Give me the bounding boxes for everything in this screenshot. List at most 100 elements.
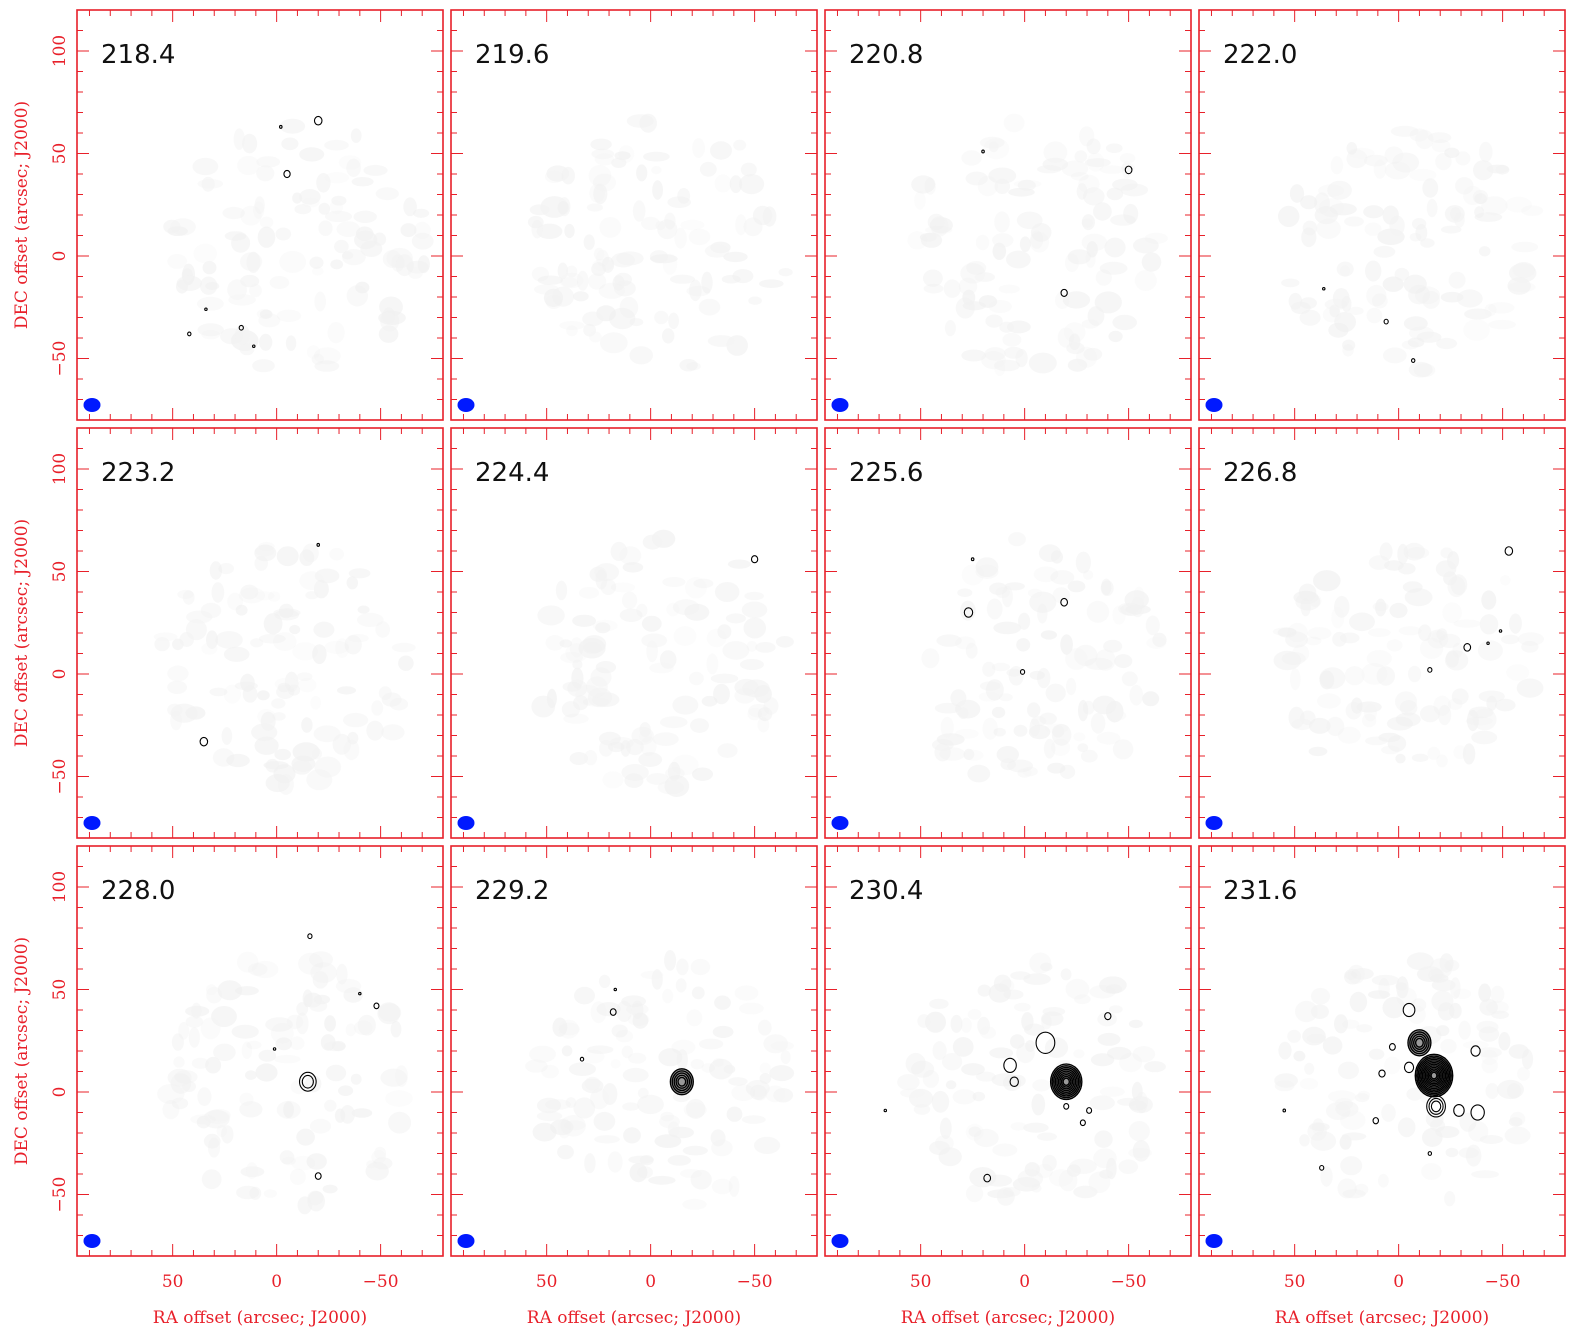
- noise-blob: [305, 591, 319, 600]
- noise-blob: [723, 1064, 736, 1074]
- noise-blob: [636, 603, 648, 618]
- noise-blob: [378, 325, 399, 343]
- noise-blob: [616, 1000, 633, 1023]
- noise-blob: [1356, 701, 1382, 713]
- noise-blob: [1384, 560, 1404, 571]
- noise-blob: [240, 1166, 265, 1177]
- noise-blob: [1086, 138, 1101, 155]
- noise-blob: [588, 165, 612, 187]
- noise-blob: [1298, 583, 1317, 602]
- noise-blob: [1436, 754, 1448, 768]
- noise-blob: [1341, 1132, 1367, 1141]
- noise-blob: [1062, 291, 1091, 309]
- noise-blob: [668, 1126, 694, 1139]
- noise-blob: [237, 155, 260, 176]
- contour-group: [187, 115, 323, 348]
- noise-blob: [1305, 636, 1322, 646]
- contour-ring: [1504, 546, 1514, 556]
- noise-blob: [1445, 650, 1459, 668]
- noise-blob: [334, 1108, 346, 1123]
- noise-blob: [1354, 1183, 1369, 1196]
- noise-blob: [648, 1175, 676, 1185]
- noise-blob: [1029, 718, 1040, 737]
- noise-blob: [682, 1198, 707, 1210]
- noise-blob: [1481, 590, 1497, 610]
- noise-blob: [292, 192, 303, 204]
- contour-ring: [314, 1172, 322, 1180]
- noise-blob: [935, 1135, 954, 1152]
- noise-blob: [322, 1184, 338, 1194]
- noise-blob: [313, 621, 335, 638]
- noise-blob: [1023, 973, 1051, 985]
- tick-group: [77, 846, 443, 1256]
- noise-blob: [780, 1050, 791, 1064]
- noise-blob: [289, 624, 301, 635]
- noise-blob: [1042, 1007, 1066, 1016]
- beam-ellipse: [457, 816, 475, 830]
- noise-blob: [1022, 766, 1038, 777]
- noise-blob: [754, 1136, 781, 1154]
- noise-blob: [366, 1160, 378, 1169]
- beam-ellipse: [457, 1234, 475, 1248]
- y-tick-label: 100: [50, 35, 70, 67]
- contour-ring: [307, 933, 313, 940]
- noise-blob: [1059, 764, 1076, 780]
- noise-blob: [346, 285, 368, 307]
- noise-blob: [1299, 297, 1317, 309]
- noise-blob: [1080, 749, 1098, 763]
- noise-blob: [982, 661, 996, 677]
- noise-blob: [1409, 168, 1437, 182]
- noise-blob: [1146, 637, 1167, 649]
- contour-ring: [1426, 1066, 1442, 1085]
- noise-blob: [197, 296, 224, 311]
- contour-ring: [1413, 1035, 1426, 1050]
- noise-blob: [1373, 245, 1396, 258]
- noise-blob: [994, 360, 1006, 376]
- noise-blob: [1444, 959, 1460, 972]
- tick-group: [825, 428, 1191, 838]
- noise-blob: [205, 281, 220, 291]
- noise-blob: [1119, 1052, 1143, 1073]
- noise-blob: [749, 1084, 767, 1100]
- noise-blob: [255, 546, 275, 557]
- noise-blob: [239, 1092, 254, 1106]
- noise-blob: [961, 349, 987, 362]
- noise-blob: [1463, 319, 1490, 341]
- noise-blob: [592, 619, 618, 632]
- noise-blob: [1481, 1057, 1498, 1074]
- noise-blob: [1300, 710, 1316, 726]
- noise-blob: [692, 767, 713, 781]
- noise-blob: [712, 1058, 724, 1067]
- noise-blob: [343, 987, 364, 1003]
- noise-blob: [1445, 1147, 1459, 1158]
- noise-blob: [1066, 677, 1077, 696]
- noise-blob: [757, 707, 773, 722]
- noise-blob: [698, 1038, 724, 1050]
- noise-blob: [686, 285, 711, 297]
- noise-blob: [631, 1000, 644, 1020]
- noise-blob: [1076, 183, 1088, 200]
- noise-blob: [1301, 227, 1317, 248]
- noise-blob: [1118, 1159, 1139, 1174]
- noise-blob: [211, 1006, 237, 1027]
- noise-blob: [224, 231, 247, 241]
- noise-blob: [1120, 183, 1149, 197]
- noise-blob: [540, 196, 569, 218]
- noise-blob: [314, 568, 340, 584]
- noise-blob: [561, 166, 575, 185]
- noise-blob: [1030, 223, 1052, 242]
- noise-blob: [1462, 743, 1476, 765]
- noise-blob: [561, 701, 581, 718]
- noise-blob: [209, 687, 228, 697]
- noise-blob: [357, 605, 370, 614]
- noise-blob: [327, 322, 345, 344]
- noise-blob: [1429, 973, 1449, 983]
- noise-blob: [660, 1111, 674, 1122]
- noise-blob: [996, 746, 1019, 763]
- y-axis-label: DEC offset (arcsec; J2000): [12, 101, 32, 329]
- noise-blob: [1368, 628, 1391, 637]
- noise-blob: [1052, 725, 1065, 738]
- noise-blob: [573, 291, 589, 302]
- noise-blob: [1063, 322, 1086, 343]
- noise-blob: [1338, 1061, 1359, 1080]
